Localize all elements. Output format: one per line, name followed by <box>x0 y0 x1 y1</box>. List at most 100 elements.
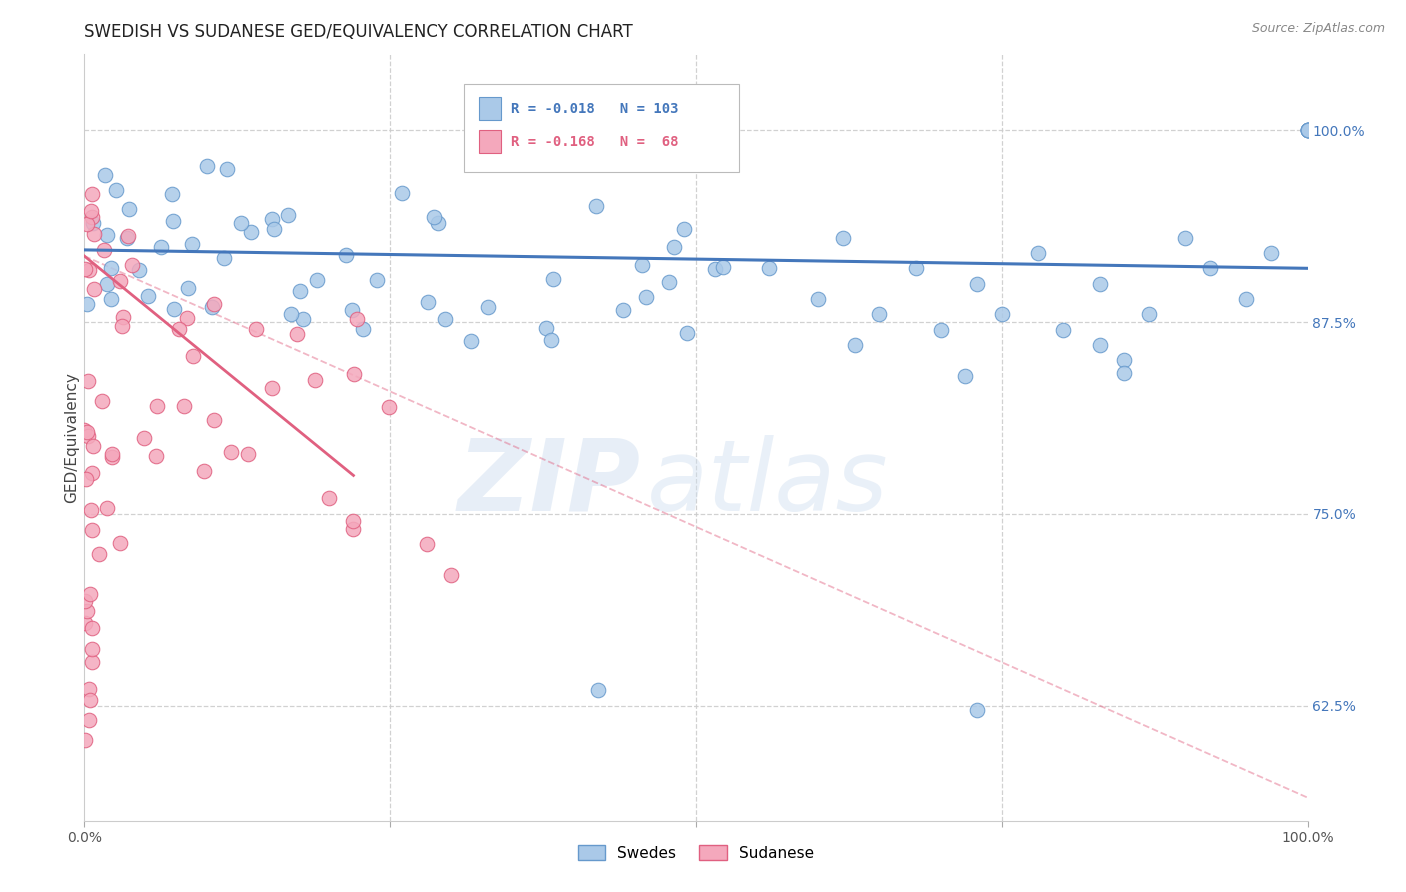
Point <box>100 447 122 461</box>
Point <box>76 603 98 617</box>
Point <box>263 222 285 236</box>
Point <box>1296 123 1319 137</box>
Point <box>352 322 374 336</box>
Bar <box>479 130 502 153</box>
Point <box>108 536 131 550</box>
Point <box>104 183 127 197</box>
Point <box>636 290 658 304</box>
Point <box>1088 338 1111 352</box>
Point <box>236 447 259 461</box>
Point <box>305 273 328 287</box>
Point <box>991 307 1014 321</box>
Point <box>76 217 98 231</box>
Point <box>77 429 100 443</box>
Point <box>80 210 103 224</box>
Point <box>291 312 314 326</box>
Point <box>1137 307 1160 321</box>
Point <box>93 243 115 257</box>
Point <box>117 229 139 244</box>
Point <box>136 288 159 302</box>
Point <box>176 311 198 326</box>
Point <box>77 681 100 696</box>
Point <box>108 274 131 288</box>
Point <box>1114 366 1136 380</box>
Point <box>202 297 225 311</box>
Point <box>145 449 167 463</box>
Point <box>304 373 326 387</box>
Point <box>440 568 463 582</box>
Point <box>150 240 173 254</box>
Point <box>929 323 952 337</box>
Point <box>1296 123 1319 137</box>
Point <box>260 381 283 395</box>
Point <box>118 202 141 217</box>
Point <box>664 240 686 254</box>
Point <box>342 368 364 382</box>
Point <box>128 262 150 277</box>
Point <box>540 333 562 347</box>
Point <box>91 394 114 409</box>
Point <box>418 295 440 310</box>
Point <box>146 399 169 413</box>
Point <box>121 258 143 272</box>
Point <box>758 261 780 276</box>
Point <box>162 214 184 228</box>
Point <box>260 211 283 226</box>
Point <box>82 467 104 481</box>
Point <box>905 261 928 276</box>
Bar <box>479 97 502 120</box>
Point <box>89 548 111 562</box>
Point <box>219 445 242 459</box>
Point <box>77 713 100 727</box>
Point <box>1088 277 1111 291</box>
Text: atlas: atlas <box>647 434 889 532</box>
Point <box>477 300 499 314</box>
Point <box>953 368 976 383</box>
Point <box>200 300 222 314</box>
Legend: Swedes, Sudanese: Swedes, Sudanese <box>572 838 820 867</box>
Point <box>76 297 98 311</box>
Point <box>111 310 134 325</box>
Point <box>1114 353 1136 368</box>
Point <box>427 216 450 230</box>
Point <box>132 431 155 445</box>
Point <box>1236 292 1258 306</box>
Point <box>193 465 215 479</box>
Point <box>96 501 118 516</box>
Point <box>288 284 311 298</box>
Point <box>245 322 267 336</box>
Point <box>1052 323 1074 337</box>
Point <box>831 230 853 244</box>
Point <box>704 262 727 277</box>
Point <box>183 350 205 364</box>
Point <box>844 338 866 352</box>
Point <box>340 303 363 318</box>
Point <box>82 523 104 537</box>
Point <box>366 273 388 287</box>
Text: R = -0.018   N = 103: R = -0.018 N = 103 <box>512 102 679 116</box>
Point <box>202 413 225 427</box>
Point <box>100 293 122 307</box>
Point <box>163 301 186 316</box>
Point <box>94 168 117 182</box>
Point <box>1296 123 1319 137</box>
Point <box>111 318 134 333</box>
Point <box>342 522 364 536</box>
Point <box>541 272 564 286</box>
Point <box>807 292 830 306</box>
Point <box>73 733 96 747</box>
Point <box>195 159 218 173</box>
Point <box>1028 246 1050 260</box>
Point <box>391 186 413 201</box>
Point <box>229 216 252 230</box>
Text: R = -0.168   N =  68: R = -0.168 N = 68 <box>512 135 679 149</box>
Point <box>77 374 100 388</box>
Point <box>75 593 97 607</box>
Point <box>76 425 98 439</box>
Point <box>160 186 183 201</box>
Point <box>1296 123 1319 137</box>
Point <box>612 302 634 317</box>
Point <box>676 326 699 341</box>
Point <box>1260 246 1282 260</box>
Point <box>80 641 103 656</box>
